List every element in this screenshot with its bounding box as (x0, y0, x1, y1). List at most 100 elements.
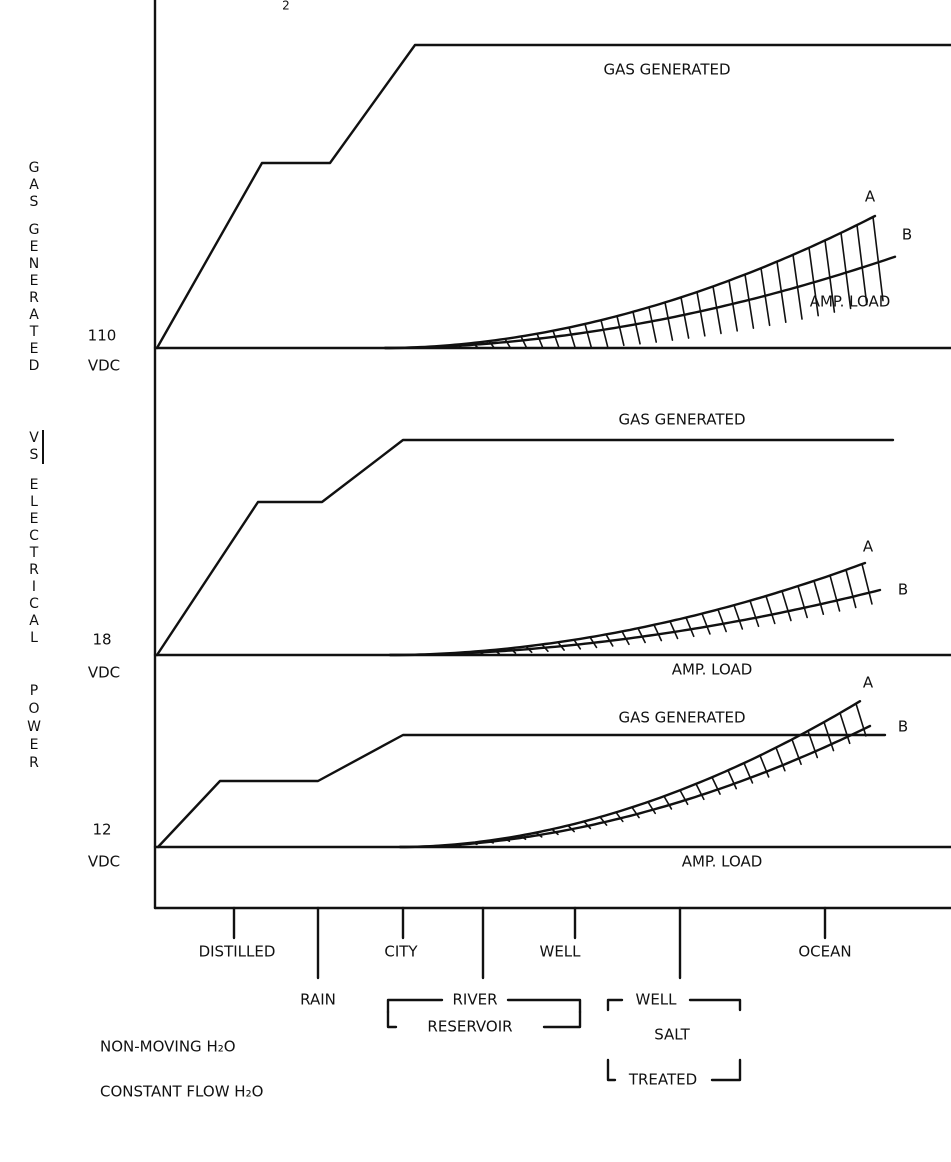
hatch (743, 762, 754, 784)
hatch (461, 651, 468, 656)
hatch (696, 291, 706, 337)
hatch (599, 816, 608, 826)
hatch (839, 712, 851, 745)
category-label: CITY (384, 943, 418, 961)
hatch (701, 612, 711, 635)
hatch (504, 338, 512, 349)
group-label: SALT (654, 1026, 690, 1044)
unit-label: VDC (88, 853, 120, 871)
gas-line (155, 43, 951, 350)
curve-b (383, 255, 897, 350)
hatch (488, 340, 496, 349)
y-label-word: GAS (26, 160, 42, 211)
curve-a (383, 214, 877, 350)
hatch (855, 702, 867, 737)
hatch (632, 311, 641, 345)
hatch (823, 721, 835, 752)
hatch (664, 301, 674, 341)
gas-line (155, 438, 895, 657)
level-label: 12 (92, 821, 111, 839)
hatch (493, 649, 501, 655)
hatch (776, 260, 787, 324)
category-label: WELL (539, 943, 581, 961)
hatch (536, 332, 544, 349)
hatch (424, 346, 431, 349)
hatch (637, 627, 646, 644)
hatch (631, 806, 640, 819)
hatch (824, 239, 836, 313)
hatch (647, 801, 657, 815)
hatch (711, 776, 721, 795)
hatch (477, 650, 484, 656)
legend-text: CONSTANT FLOW H₂O (100, 1083, 263, 1101)
hatch (648, 306, 658, 343)
hatch (829, 574, 841, 612)
hatch (840, 232, 852, 310)
hatch (680, 296, 690, 339)
hatch (781, 590, 792, 622)
bracket (386, 1010, 582, 1029)
gas-label: GAS GENERATED (618, 709, 745, 727)
hatch (567, 824, 575, 833)
hatch (775, 746, 786, 772)
hatch (509, 647, 517, 654)
hatch (791, 738, 802, 766)
x-ticks (232, 906, 827, 980)
gas-line (156, 733, 887, 849)
hatch (557, 641, 565, 651)
hatch (807, 730, 819, 759)
group-label: TREATED (628, 1071, 697, 1089)
hatch (552, 329, 560, 349)
bracket (386, 998, 582, 1014)
hatch (759, 754, 770, 778)
hatch (471, 841, 478, 846)
hatch (519, 834, 527, 841)
hatch (669, 620, 679, 640)
hatch (472, 342, 479, 349)
hatch (429, 653, 436, 656)
hatch (568, 326, 577, 349)
hatch (573, 639, 582, 650)
y-label-word: POWER (26, 683, 42, 773)
hatch (872, 216, 884, 302)
hatch (445, 652, 452, 656)
hatch (663, 795, 673, 810)
category-label: RAIN (300, 991, 336, 1009)
gas-label: GAS GENERATED (603, 61, 730, 79)
hatch (616, 315, 625, 347)
curve-label: A (863, 538, 874, 556)
hatch (615, 811, 624, 823)
hatch (760, 267, 771, 327)
hatch (439, 844, 446, 848)
y-label-word: VS (26, 430, 44, 464)
hatch (813, 580, 825, 616)
hatch (605, 633, 614, 647)
load-label: AMP. LOAD (810, 293, 891, 311)
hatch (520, 335, 528, 349)
hatch (583, 820, 592, 830)
hatch (584, 323, 593, 349)
hatch (525, 645, 533, 654)
hatch (440, 345, 447, 349)
hatch (856, 224, 868, 306)
hatch (455, 843, 462, 847)
curve-b (388, 588, 882, 657)
bracket (606, 1058, 742, 1082)
curve-label: A (863, 674, 874, 692)
curve-label: B (898, 581, 908, 599)
hatch (712, 285, 722, 335)
unit-label: VDC (88, 357, 120, 375)
category-label: DISTILLED (199, 943, 276, 961)
hatch (621, 630, 630, 646)
hatch (744, 273, 755, 329)
header-fragment: 2 (282, 0, 290, 13)
hatch (717, 608, 727, 633)
curve-label: B (898, 718, 908, 736)
hatch (861, 563, 873, 605)
y-label-word: ELECTRICAL (26, 477, 42, 647)
hatch (797, 585, 808, 619)
category-label: OCEAN (798, 943, 851, 961)
curve-label: A (865, 188, 876, 206)
